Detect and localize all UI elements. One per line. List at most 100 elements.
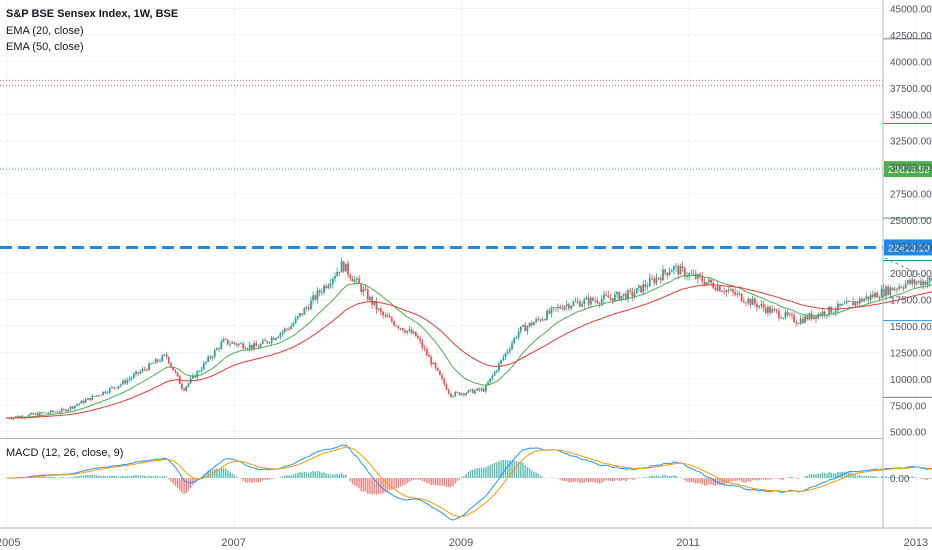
candle-body [878,297,881,299]
candle-body [561,308,564,310]
candle-body [773,308,776,310]
candle-body [594,300,597,302]
candle-body [124,380,126,384]
candle-body [565,304,568,307]
candle-body [89,397,91,401]
candle-body [417,336,419,339]
candle-body [482,388,485,392]
candle-body [836,303,839,311]
candle-body [386,315,389,318]
candle-body [557,306,559,309]
candle-body [406,330,409,333]
candle-body [550,307,553,314]
candle-body [283,328,286,332]
candle-body [307,307,310,310]
candle-body [607,295,610,298]
candle-body [325,285,328,289]
candle-body [270,337,273,343]
candle-body [65,409,67,412]
candle-body [806,315,809,320]
candle-body [677,265,680,275]
candle-body [710,279,712,283]
candle-body [764,307,767,313]
candle-body [644,284,647,287]
x-tick-label: 2009 [449,537,473,549]
candle-body [43,412,46,414]
candle-body [17,416,19,418]
candle-body [585,297,588,300]
y-tick-label: 35000.00 [890,110,932,121]
candle-body [902,287,905,289]
candle-body [338,271,341,273]
candle-body [524,324,527,332]
candle-body [19,416,22,418]
candle-body [347,263,349,275]
macd-pane [6,444,932,521]
candle-body [191,375,194,379]
candle-body [762,304,765,308]
candles [6,257,932,421]
candle-body [181,383,183,389]
candle-body [393,321,395,326]
candle-body [775,309,778,311]
candle-body [82,400,85,403]
candle-body [740,293,743,302]
x-tick-label: 2013 [904,537,928,549]
candle-body [229,343,231,345]
candle-body [205,361,207,364]
candle-body [71,406,74,409]
candle-body [635,287,638,294]
candle-body [235,343,238,346]
candle-body [148,363,151,371]
candle-body [924,281,927,285]
candle-body [554,307,557,309]
candle-body [756,303,758,308]
candle-body [911,279,914,284]
candle-body [452,395,454,397]
candle-body [688,273,691,277]
candle-body [893,288,896,291]
candle-body [491,375,494,379]
candle-body [802,318,804,323]
grid [0,0,918,528]
candle-body [751,298,754,305]
candle-body [513,337,516,344]
candle-body [858,298,861,304]
candle-body [600,299,603,304]
candle-body [237,343,240,346]
candle-body [788,314,791,316]
candle-body [506,351,509,354]
candle-body [301,313,304,315]
candle-body [60,409,63,412]
support-tag-label: 22413.10 [888,243,930,254]
candle-body [533,322,535,326]
candle-body [47,412,50,414]
candle-body [146,369,148,371]
candle-body [502,357,505,360]
candle-body [847,301,850,302]
candle-body [712,282,715,288]
candle-body [174,370,177,373]
candle-body [543,319,546,321]
candle-body [52,410,54,412]
ema50-line [7,284,932,419]
candle-body [233,342,236,344]
candle-body [926,281,929,285]
candle-body [362,288,365,293]
candle-body [314,295,317,300]
candle-body [106,392,109,394]
candle-body [259,343,262,348]
candle-body [471,389,474,394]
candle-body [624,293,627,300]
candle-body [530,322,533,326]
candle-body [349,274,352,279]
candle-body [841,303,844,306]
candle-body [786,312,789,315]
x-tick-label: 2007 [221,537,245,549]
candle-body [495,370,498,372]
candle-body [132,374,135,378]
candle-body [707,279,710,283]
candle-body [511,343,513,349]
candle-body [34,413,37,415]
